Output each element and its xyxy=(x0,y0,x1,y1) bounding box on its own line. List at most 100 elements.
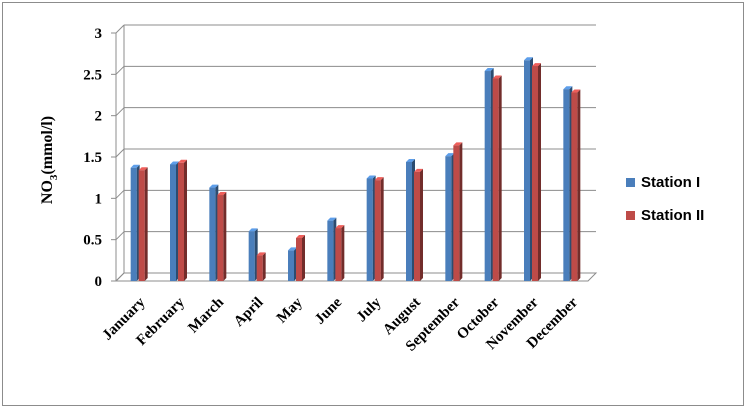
gridline-depth xyxy=(115,24,125,34)
bar-front xyxy=(138,170,145,281)
bar-top xyxy=(406,158,415,162)
gridline-depth xyxy=(115,65,125,75)
bar xyxy=(532,63,541,281)
bar-top xyxy=(217,192,227,196)
bar-front xyxy=(492,78,499,281)
bar-front xyxy=(563,89,570,281)
bar-top xyxy=(335,225,345,229)
bar-top xyxy=(524,57,533,61)
y-tick-label: 2.5 xyxy=(83,67,102,83)
bar-side xyxy=(223,192,227,281)
legend-swatch xyxy=(626,211,635,220)
y-tick-label: 2 xyxy=(95,109,103,125)
gridline-depth xyxy=(115,231,125,241)
bar xyxy=(170,161,179,281)
bar-top xyxy=(571,89,581,93)
bar-front xyxy=(248,231,255,281)
bar xyxy=(571,89,581,282)
bar xyxy=(453,142,463,281)
bar xyxy=(335,225,345,281)
bar-top xyxy=(178,159,187,163)
bar-side xyxy=(577,89,581,282)
bar-top xyxy=(138,167,148,171)
bar xyxy=(209,184,219,281)
bar-side xyxy=(341,225,345,281)
bar-front xyxy=(414,171,420,281)
bar-front xyxy=(327,220,334,281)
bar-top xyxy=(327,217,337,221)
bar-side xyxy=(420,168,423,281)
bar xyxy=(563,86,573,281)
bar xyxy=(288,247,297,281)
bar-top xyxy=(445,153,455,157)
x-tick-label: March xyxy=(185,294,227,336)
bars xyxy=(130,57,581,282)
bar-top xyxy=(248,228,258,232)
bar-side xyxy=(459,142,463,281)
y-tick-label: 0 xyxy=(95,274,103,290)
bar xyxy=(374,177,384,281)
bar xyxy=(492,75,502,281)
bar-side xyxy=(144,167,148,281)
bar-side xyxy=(538,63,541,281)
bar-side xyxy=(302,235,305,281)
bar-front xyxy=(288,250,294,281)
bar-front xyxy=(453,145,460,281)
bar-front xyxy=(170,164,176,281)
bar-top xyxy=(484,68,494,72)
y-tick-label: 1 xyxy=(95,191,103,207)
bar-top xyxy=(492,75,502,79)
bar-front xyxy=(445,156,452,281)
bar-top xyxy=(532,63,541,67)
bar-side xyxy=(498,75,502,281)
y-tick-label: 3 xyxy=(95,26,103,42)
gridline-depth xyxy=(115,189,125,199)
bar xyxy=(414,168,423,281)
bar xyxy=(178,159,187,281)
bar xyxy=(217,192,227,281)
floor xyxy=(114,272,598,282)
bar-front xyxy=(484,71,491,281)
x-tick-label: June xyxy=(312,294,345,327)
y-tick-label: 1.5 xyxy=(83,150,102,166)
bar-top xyxy=(296,235,305,239)
bar xyxy=(296,235,305,281)
bar-top xyxy=(453,142,463,146)
legend-swatch xyxy=(626,178,635,187)
gridline-depth xyxy=(115,107,125,117)
bar-front xyxy=(406,161,412,281)
bar-front xyxy=(532,66,538,281)
bar-top xyxy=(288,247,297,251)
bar xyxy=(366,175,376,281)
bar-front xyxy=(571,92,578,282)
bar-top xyxy=(374,177,384,181)
bar-front xyxy=(217,195,224,281)
bar xyxy=(130,164,140,281)
gridline-depth xyxy=(115,148,125,158)
axes xyxy=(111,25,598,282)
legend-label: Station II xyxy=(641,207,704,224)
bar-top xyxy=(256,252,266,256)
bar-side xyxy=(380,177,384,281)
bar xyxy=(445,153,455,281)
bar-front xyxy=(178,162,184,281)
bar-front xyxy=(374,180,381,281)
bar-front xyxy=(130,167,137,281)
bar xyxy=(327,217,337,281)
bar-front xyxy=(296,238,302,281)
bar-top xyxy=(130,164,140,168)
x-tick-label: April xyxy=(231,295,266,330)
bar xyxy=(406,158,415,281)
bar xyxy=(256,252,266,281)
bar xyxy=(524,57,533,281)
bar-top xyxy=(563,86,573,90)
bar-top xyxy=(209,184,219,188)
x-tick-label: July xyxy=(354,294,385,325)
bar-side xyxy=(262,252,266,281)
y-tick-label: 0.5 xyxy=(83,233,102,249)
bar-top xyxy=(366,175,376,179)
legend: Station I Station II xyxy=(626,174,704,224)
bar-top xyxy=(170,161,179,165)
y-axis-title: NO3(mmol/l) xyxy=(39,116,60,204)
